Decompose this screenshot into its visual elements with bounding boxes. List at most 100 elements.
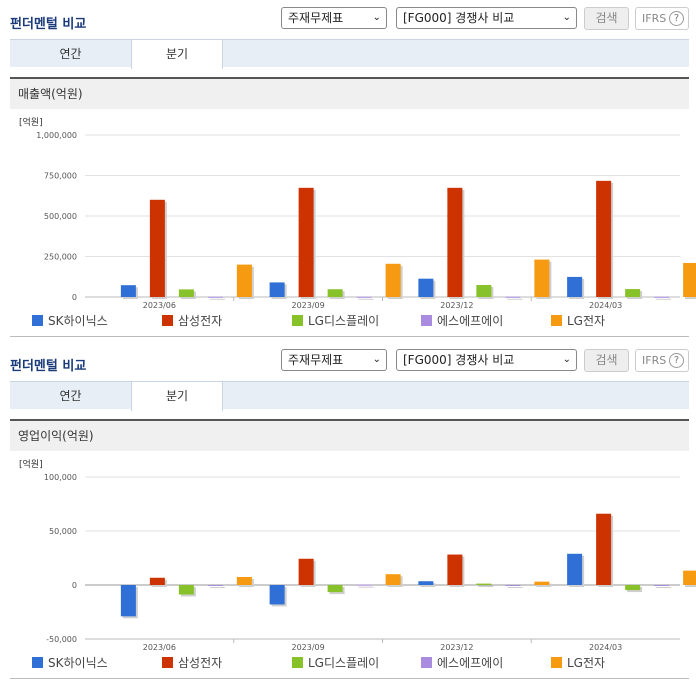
operating-profit-bar-chart: [억원] -50,000 0 50,000 100,000 2023/06 2023/09 2… xyxy=(19,458,696,652)
legend-label: SK하이닉스 xyxy=(48,314,108,328)
x-tick-label: 2024/03 xyxy=(589,643,622,652)
y-tick-label: 0 xyxy=(72,293,77,302)
y-tick-label: -50,000 xyxy=(46,635,77,644)
bar-shadow xyxy=(507,587,523,588)
bar-sk하이닉스-2023-12 xyxy=(418,278,434,297)
legend-item-에스에프에이[interactable]: 에스에프에이 xyxy=(421,313,503,329)
unit-label: [억원] xyxy=(19,116,43,128)
bar-sk하이닉스-2023-12 xyxy=(418,581,434,585)
bar-에스에프에이-2023-12 xyxy=(505,296,521,298)
legend-swatch xyxy=(32,315,43,326)
peer-group-select[interactable]: [FG000] 경쟁사 비교 ⌄ xyxy=(396,7,577,29)
bar-삼성전자-2023-12 xyxy=(447,554,463,585)
fundamental-panel-sales: 펀더멘털 비교 주재무제표 ⌄ [FG000] 경쟁사 비교 ⌄ 검색 IFRS… xyxy=(0,0,696,337)
panel-header: 펀더멘털 비교 주재무제표 ⌄ [FG000] 경쟁사 비교 ⌄ 검색 IFRS… xyxy=(0,0,696,36)
tab-annual[interactable]: 연간 xyxy=(59,47,82,61)
bar-shadow xyxy=(209,587,225,588)
sales-bar-chart: [억원] 0 250,000 500,000 750,000 1,000,000 2023/… xyxy=(19,116,696,310)
fundamental-panel-operating-profit: 펀더멘털 비교 주재무제표 ⌄ [FG000] 경쟁사 비교 ⌄ 검색 IFRS… xyxy=(0,342,696,684)
bar-lg디스플레이-2023-09 xyxy=(327,585,343,593)
legend-label: LG디스플레이 xyxy=(308,656,380,670)
ifrs-button[interactable]: IFRS ? xyxy=(635,7,689,30)
tab-quarterly[interactable]: 분기 xyxy=(131,40,223,69)
bar-에스에프에이-2024-03 xyxy=(654,585,670,586)
bar-삼성전자-2023-06 xyxy=(149,577,165,585)
legend-item-삼성전자[interactable]: 삼성전자 xyxy=(162,655,222,671)
help-icon[interactable]: ? xyxy=(669,11,684,26)
bar-sk하이닉스-2023-09 xyxy=(269,282,285,297)
x-tick-label: 2023/12 xyxy=(440,301,473,310)
bar-lg디스플레이-2023-09 xyxy=(327,289,343,297)
legend-item-sk하이닉스[interactable]: SK하이닉스 xyxy=(32,655,108,671)
panel-title: 펀더멘털 비교 xyxy=(10,17,87,32)
legend-swatch xyxy=(32,657,43,668)
bar-shadow xyxy=(420,583,436,587)
legend-item-에스에프에이[interactable]: 에스에프에이 xyxy=(421,655,503,671)
legend-label: 에스에프에이 xyxy=(437,314,504,328)
chart-legend: SK하이닉스 삼성전자 LG디스플레이 에스에프에이 LG전자 xyxy=(10,313,689,333)
bar-에스에프에이-2023-12 xyxy=(505,585,521,586)
legend-swatch xyxy=(292,315,303,326)
panel-header: 펀더멘털 비교 주재무제표 ⌄ [FG000] 경쟁사 비교 ⌄ 검색 IFRS… xyxy=(0,342,696,378)
bar-shadow xyxy=(507,298,523,300)
legend-swatch xyxy=(162,657,173,668)
statement-select-value: 주재무제표 xyxy=(288,11,344,25)
bar-lg디스플레이-2023-06 xyxy=(178,585,194,595)
chevron-down-icon: ⌄ xyxy=(562,12,571,23)
legend-item-삼성전자[interactable]: 삼성전자 xyxy=(162,313,222,329)
tab-quarterly[interactable]: 분기 xyxy=(131,382,223,411)
statement-select-value: 주재무제표 xyxy=(288,353,344,367)
legend-label: 삼성전자 xyxy=(178,314,223,328)
peer-group-select[interactable]: [FG000] 경쟁사 비교 ⌄ xyxy=(396,349,577,371)
bar-sk하이닉스-2024-03 xyxy=(567,553,583,585)
bar-sk하이닉스-2023-06 xyxy=(120,585,136,617)
y-tick-label: 250,000 xyxy=(44,253,77,262)
ifrs-button[interactable]: IFRS ? xyxy=(635,349,689,372)
search-button[interactable]: 검색 xyxy=(584,349,629,372)
legend-label: SK하이닉스 xyxy=(48,656,108,670)
bar-lg디스플레이-2023-12 xyxy=(476,285,492,297)
legend-item-lg전자[interactable]: LG전자 xyxy=(551,313,605,329)
help-icon[interactable]: ? xyxy=(669,353,684,368)
bar-lg전자-2024-03 xyxy=(683,262,696,297)
panel-title: 펀더멘털 비교 xyxy=(10,359,87,374)
bar-shadow xyxy=(478,585,494,587)
legend-swatch xyxy=(551,315,562,326)
bar-lg전자-2023-06 xyxy=(236,577,252,585)
statement-select[interactable]: 주재무제표 ⌄ xyxy=(281,349,387,371)
legend-item-lg디스플레이[interactable]: LG디스플레이 xyxy=(292,313,379,329)
bar-에스에프에이-2023-06 xyxy=(207,585,223,586)
search-button[interactable]: 검색 xyxy=(584,7,629,30)
legend-swatch xyxy=(162,315,173,326)
x-tick-label: 2023/12 xyxy=(440,643,473,652)
legend-swatch xyxy=(292,657,303,668)
bar-에스에프에이-2023-09 xyxy=(356,296,372,298)
bar-shadow xyxy=(358,586,374,588)
bar-shadow xyxy=(656,298,672,300)
chart-title: 매출액(억원) xyxy=(10,77,689,109)
legend-item-sk하이닉스[interactable]: SK하이닉스 xyxy=(32,313,108,329)
x-tick-label: 2023/09 xyxy=(292,301,325,310)
tab-annual[interactable]: 연간 xyxy=(59,389,82,403)
legend-item-lg디스플레이[interactable]: LG디스플레이 xyxy=(292,655,379,671)
unit-label: [억원] xyxy=(19,458,43,470)
bar-sk하이닉스-2023-09 xyxy=(269,585,285,605)
panel-divider xyxy=(10,336,689,337)
chevron-down-icon: ⌄ xyxy=(562,354,571,365)
bar-lg전자-2023-09 xyxy=(385,263,401,297)
statement-select[interactable]: 주재무제표 ⌄ xyxy=(281,7,387,29)
peer-group-select-value: [FG000] 경쟁사 비교 xyxy=(403,353,515,367)
bar-sk하이닉스-2023-06 xyxy=(120,285,136,297)
bar-삼성전자-2023-12 xyxy=(447,187,463,297)
legend-item-lg전자[interactable]: LG전자 xyxy=(551,655,605,671)
legend-swatch xyxy=(421,315,432,326)
bar-lg전자-2023-09 xyxy=(385,574,401,585)
legend-swatch xyxy=(551,657,562,668)
y-tick-label: 50,000 xyxy=(49,527,77,536)
bar-shadow xyxy=(536,583,552,587)
bar-삼성전자-2023-06 xyxy=(149,199,165,297)
chevron-down-icon: ⌄ xyxy=(372,354,381,365)
legend-label: 삼성전자 xyxy=(178,656,223,670)
y-tick-label: 1,000,000 xyxy=(36,131,77,140)
bar-삼성전자-2023-09 xyxy=(298,187,314,297)
